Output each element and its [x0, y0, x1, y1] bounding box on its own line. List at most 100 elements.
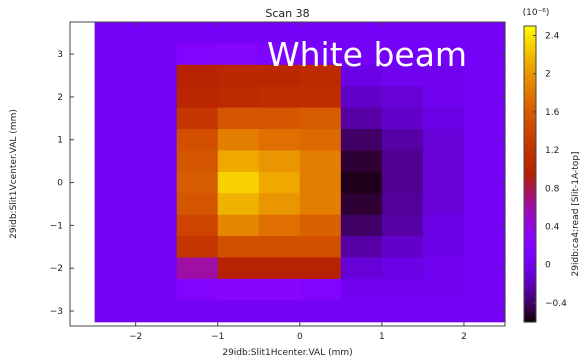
- y-tick-label: 0: [57, 179, 63, 189]
- colorbar-segment: [524, 238, 536, 242]
- heatmap-cell: [381, 86, 424, 109]
- colorbar-segment: [524, 26, 536, 30]
- colorbar-segment: [524, 198, 536, 202]
- colorbar-tick-label: 0: [545, 261, 551, 271]
- heatmap-cell: [94, 278, 137, 301]
- heatmap-cell: [422, 107, 465, 130]
- colorbar-segment: [524, 87, 536, 91]
- heatmap-cell: [381, 193, 424, 216]
- colorbar-segment: [524, 154, 536, 158]
- colorbar-segment: [524, 255, 536, 259]
- colorbar: −0.4 0 0.4 0.8 1.2 1.6 2 2.4: [523, 25, 567, 323]
- colorbar-segment: [524, 104, 536, 108]
- heatmap-cell: [217, 193, 260, 216]
- colorbar-segment: [524, 309, 536, 313]
- colorbar-segment: [524, 319, 536, 323]
- colorbar-segment: [524, 297, 536, 301]
- colorbar-segment: [524, 38, 536, 42]
- heatmap-cell: [94, 236, 137, 259]
- heatmap-cell: [463, 43, 506, 66]
- heatmap-cell: [463, 300, 506, 323]
- heatmap-cell: [135, 43, 178, 66]
- colorbar-segment: [524, 129, 536, 133]
- heatmap-cell: [381, 300, 424, 323]
- heatmap-cell: [135, 150, 178, 173]
- colorbar-segment: [524, 292, 536, 296]
- heatmap-cell: [176, 278, 219, 301]
- y-tick-label: −1: [50, 221, 63, 231]
- colorbar-segment: [524, 206, 536, 210]
- heatmap-cell: [135, 236, 178, 259]
- heatmap-cell: [299, 300, 342, 323]
- heatmap-cell: [340, 64, 383, 87]
- colorbar-segment: [524, 174, 536, 178]
- colorbar-segment: [524, 171, 536, 175]
- colorbar-segment: [524, 100, 536, 104]
- colorbar-segment: [524, 245, 536, 249]
- heatmap-cell: [135, 22, 178, 45]
- heatmap-cell: [94, 64, 137, 87]
- colorbar-segment: [524, 267, 536, 271]
- heatmap-cell: [176, 257, 219, 280]
- colorbar-segment: [524, 213, 536, 217]
- colorbar-segment: [524, 92, 536, 96]
- heatmap-cell: [94, 129, 137, 152]
- colorbar-segment: [524, 270, 536, 274]
- colorbar-segment: [524, 75, 536, 79]
- heatmap-cell: [381, 278, 424, 301]
- heatmap-cell: [463, 107, 506, 130]
- colorbar-segment: [524, 228, 536, 232]
- colorbar-segment: [524, 53, 536, 57]
- colorbar-segment: [524, 243, 536, 247]
- colorbar-segment: [524, 109, 536, 113]
- colorbar-segment: [524, 40, 536, 44]
- heatmap-cell: [463, 171, 506, 194]
- heatmap-cell: [94, 22, 137, 45]
- colorbar-segment: [524, 90, 536, 94]
- colorbar-segment: [524, 203, 536, 207]
- colorbar-segment: [524, 72, 536, 76]
- heatmap-cell: [340, 257, 383, 280]
- heatmap-cell: [299, 107, 342, 130]
- heatmap-cell: [463, 150, 506, 173]
- colorbar-segment: [524, 208, 536, 212]
- heatmap-cell: [176, 236, 219, 259]
- x-tick-label: 1: [379, 332, 385, 342]
- heatmap-cell: [94, 300, 137, 323]
- colorbar-segment: [524, 225, 536, 229]
- colorbar-segment: [524, 280, 536, 284]
- x-axis-label: 29idb:Slit1Hcenter.VAL (mm): [222, 348, 352, 358]
- y-tick-label: 1: [57, 136, 63, 146]
- heatmap-cell: [422, 171, 465, 194]
- x-tick-label: −2: [129, 332, 142, 342]
- annotation-text: White beam: [267, 35, 467, 74]
- colorbar-segment: [524, 272, 536, 276]
- heatmap-cell: [340, 193, 383, 216]
- colorbar-segment: [524, 196, 536, 200]
- heatmap-cell: [176, 64, 219, 87]
- colorbar-segment: [524, 277, 536, 281]
- heatmap-cell: [217, 86, 260, 109]
- heatmap-cell: [94, 193, 137, 216]
- colorbar-segment: [524, 48, 536, 52]
- colorbar-segment: [524, 317, 536, 321]
- colorbar-segment: [524, 159, 536, 163]
- colorbar-segment: [524, 67, 536, 71]
- heatmap-cell: [340, 107, 383, 130]
- heatmap-cell: [176, 300, 219, 323]
- colorbar-frame: [523, 25, 537, 323]
- y-axis-label: 29idb:Slit1Vcenter.VAL (mm): [9, 109, 19, 239]
- heatmap-cell: [422, 300, 465, 323]
- colorbar-segment: [524, 122, 536, 126]
- heatmap-cell: [422, 22, 465, 45]
- colorbar-segment: [524, 97, 536, 101]
- colorbar-segment: [524, 250, 536, 254]
- heatmap-cell: [217, 236, 260, 259]
- colorbar-segment: [524, 164, 536, 168]
- heatmap-cell: [299, 257, 342, 280]
- colorbar-segment: [524, 139, 536, 143]
- colorbar-segment: [524, 235, 536, 239]
- colorbar-segment: [524, 223, 536, 227]
- heatmap-cell: [340, 236, 383, 259]
